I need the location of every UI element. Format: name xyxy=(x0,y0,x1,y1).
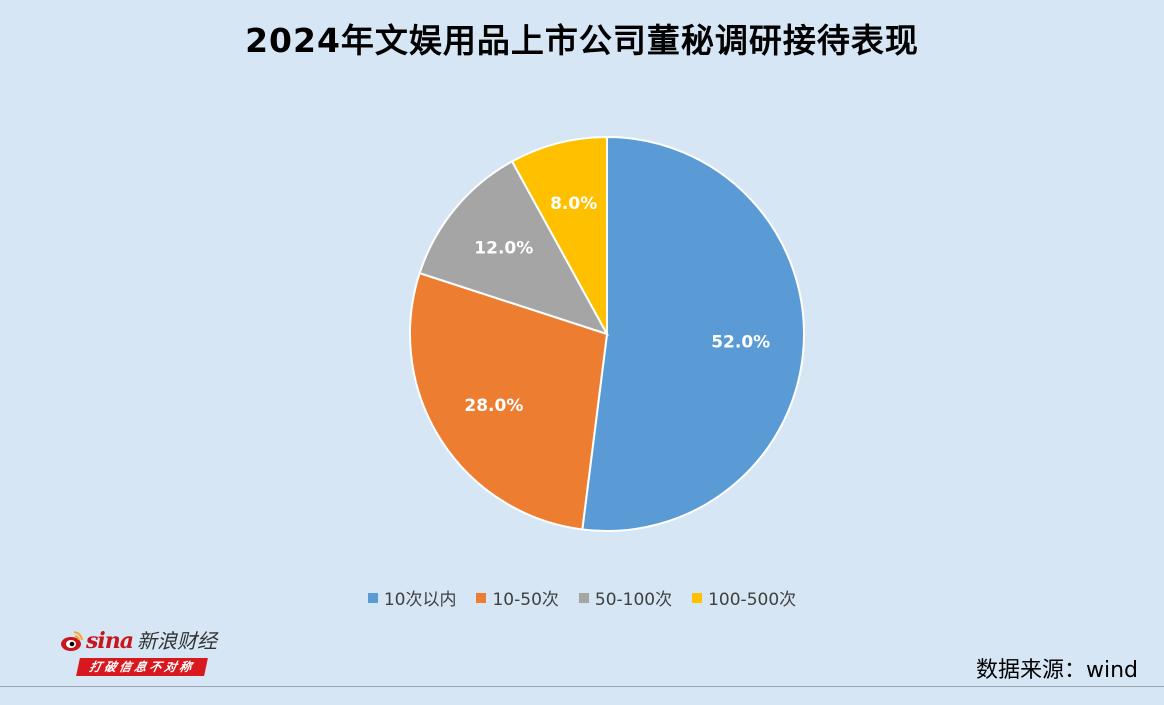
data-source-note: 数据来源：wind xyxy=(975,658,1138,683)
slice-data-label-2: 12.0% xyxy=(474,239,533,259)
slice-data-label-1: 28.0% xyxy=(464,396,523,416)
legend-swatch-1 xyxy=(476,592,487,603)
sina-finance-logo: sina 新浪财经 打破信息不对称 xyxy=(58,626,228,678)
bottom-divider xyxy=(0,686,1164,687)
legend-label-1: 10-50次 xyxy=(492,590,559,610)
legend-item-2: 50-100次 xyxy=(578,585,673,610)
pie-slices xyxy=(409,135,805,532)
legend-label-3: 100-500次 xyxy=(708,590,797,610)
legend-swatch-0 xyxy=(367,592,378,603)
pie-slice-2 xyxy=(418,160,610,336)
chart-title: 2024年文娱用品上市公司董秘调研接待表现 xyxy=(245,21,919,60)
legend-label-0: 10次以内 xyxy=(383,590,457,610)
legend-swatch-3 xyxy=(692,592,703,603)
pie-slice-1 xyxy=(409,271,609,531)
slice-data-label-0: 52.0% xyxy=(711,332,770,352)
pie-slice-3 xyxy=(510,135,608,335)
legend-label-2: 50-100次 xyxy=(594,590,673,610)
legend-item-3: 100-500次 xyxy=(692,585,796,610)
legend-swatch-2 xyxy=(578,592,589,603)
pie-data-labels: 52.0% 28.0% 12.0% 8.0% xyxy=(464,194,770,416)
logo-brand-text: sina xyxy=(86,628,134,654)
legend-item-1: 10-50次 xyxy=(476,585,559,610)
logo-name-text: 新浪财经 xyxy=(137,629,217,653)
sina-eye-logo-icon xyxy=(61,631,83,651)
logo-slogan: 打破信息不对称 xyxy=(76,658,208,676)
slice-data-label-3: 8.0% xyxy=(550,194,597,214)
legend-item-0: 10次以内 xyxy=(367,585,457,610)
chart-legend: 10次以内 10-50次 50-100次 100-500次 xyxy=(0,585,1164,610)
pie-slice-0 xyxy=(581,135,805,532)
